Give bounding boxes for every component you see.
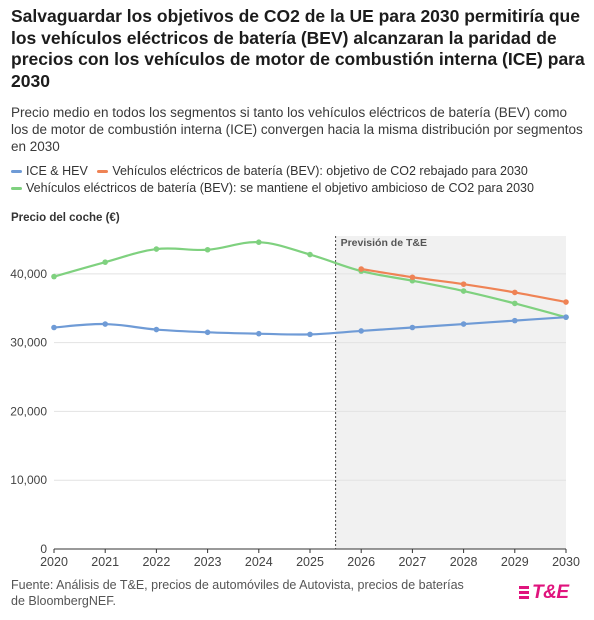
legend-item-bev-lowered[interactable]: Vehículos eléctricos de batería (BEV): o… [97,164,528,179]
data-point-0 [255,330,262,337]
legend-item-ice[interactable]: ICE & HEV [11,164,88,179]
legend-swatch-bev-ambitious [11,187,22,190]
data-point-0 [409,324,416,331]
logo-text: T&E [532,582,569,603]
chart-title: Salvaguardar los objetivos de CO2 de la … [11,6,585,91]
data-point-2 [51,273,57,280]
y-tick-label: 10,000 [10,473,47,487]
line-chart: 0 10,000 20,000 30,000 40,000 Previsión de T&… [10,236,580,569]
x-tick-label: 2024 [245,555,273,569]
logo-bars-icon [519,586,529,599]
data-point-0 [358,328,365,334]
data-point-0 [102,321,108,327]
brand-logo: T&E [519,582,569,604]
x-tick-label: 2026 [347,555,375,569]
forecast-label: Previsión de T&E [341,237,427,249]
data-point-2 [460,288,467,294]
data-point-0 [153,326,160,333]
data-point-1 [409,274,416,281]
data-point-0 [204,329,211,336]
data-point-2 [512,300,518,307]
x-tick-label: 2023 [194,555,222,569]
data-point-2 [102,259,108,265]
data-point-0 [460,321,467,327]
x-tick-label: 2022 [142,555,170,569]
x-tick-label: 2021 [91,555,119,569]
x-tick-label: 2030 [552,555,580,569]
x-tick-label: 2028 [450,555,478,569]
data-point-2 [153,246,160,252]
y-tick-label: 40,000 [10,267,47,281]
y-tick-label: 30,000 [10,336,47,350]
x-tick-label: 2027 [398,555,426,569]
chart-subtitle: Precio medio en todos los segmentos si t… [11,105,583,154]
x-tick-label: 2029 [501,555,529,569]
y-axis-label: Precio del coche (€) [11,212,120,224]
legend-swatch-ice [11,170,22,173]
legend-swatch-bev-lowered [97,170,109,173]
data-point-1 [460,281,467,287]
data-point-0 [512,317,518,324]
data-point-1 [358,266,365,272]
data-point-0 [307,331,313,338]
data-point-1 [512,289,518,296]
source-note: Fuente: Análisis de T&E, precios de auto… [11,578,464,608]
data-point-2 [307,251,313,258]
data-point-0 [51,324,57,331]
y-tick-label: 20,000 [10,404,47,418]
legend-item-bev-ambitious[interactable]: Vehículos eléctricos de batería (BEV): s… [11,181,534,196]
legend-label-bev-ambitious: Vehículos eléctricos de batería (BEV): s… [26,181,534,195]
legend-label-bev-lowered: Vehículos eléctricos de batería (BEV): o… [112,164,528,178]
data-point-1 [563,299,569,305]
data-point-2 [204,246,211,253]
data-point-2 [255,239,262,245]
data-point-0 [563,314,569,320]
x-tick-label: 2020 [40,555,68,569]
x-tick-label: 2025 [296,555,324,569]
y-tick-label: 0 [40,542,47,556]
legend-label-ice: ICE & HEV [26,164,88,178]
legend: ICE & HEV Vehículos eléctricos de baterí… [11,162,586,196]
